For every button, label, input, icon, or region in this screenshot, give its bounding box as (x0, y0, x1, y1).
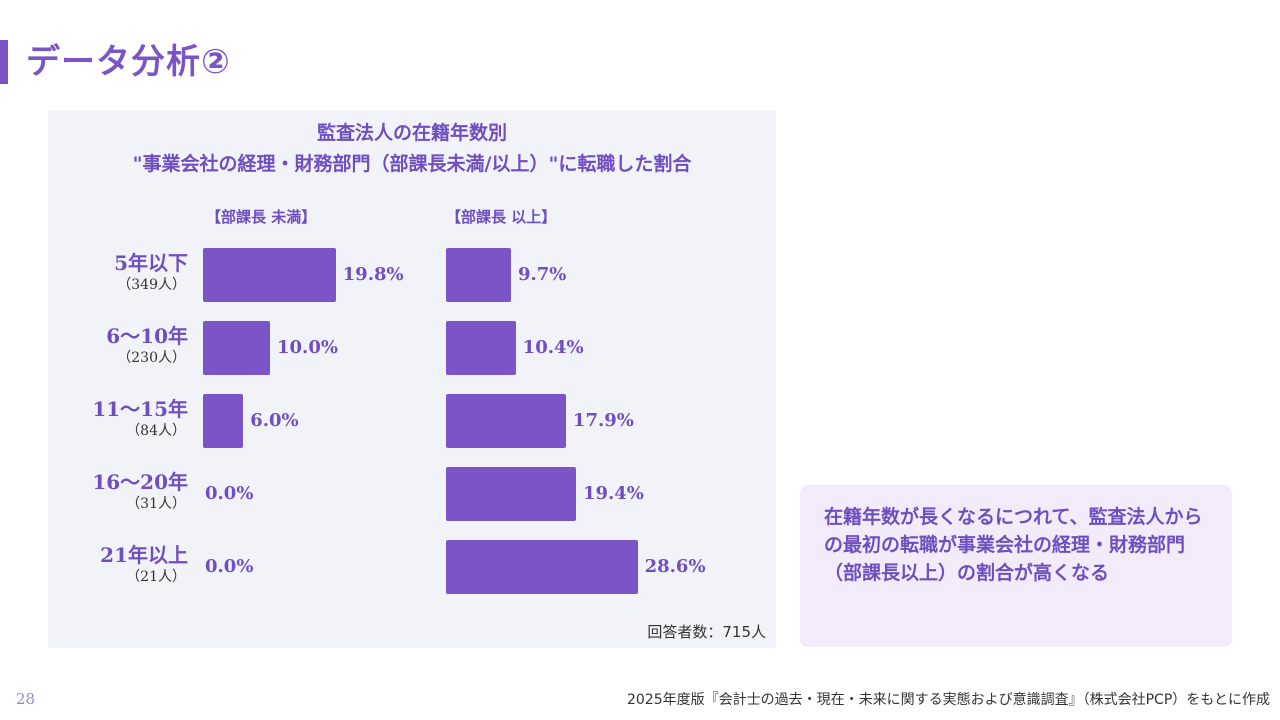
data-label-below-manager-16-20: 0.0% (205, 483, 254, 504)
category-label-11-15: 11〜15年 （84人） (48, 396, 188, 440)
bar-manager-above-5-or-less (446, 248, 511, 302)
category-name: 21年以上 (100, 543, 188, 567)
page-title: データ分析② (26, 42, 231, 82)
data-label-below-manager-5-or-less: 19.8% (342, 264, 404, 285)
series-header-manager-above: 【部課長 以上】 (446, 208, 557, 226)
category-name: 16〜20年 (92, 470, 188, 494)
category-label-6-10: 6〜10年 （230人） (48, 323, 188, 367)
series-header-below-manager: 【部課長 未満】 (206, 208, 317, 226)
respondents-count: 回答者数：715人 (647, 623, 766, 641)
chart-title: 監査法人の在籍年数別 "事業会社の経理・財務部門（部課長未満/以上）"に転職した… (48, 118, 776, 180)
category-count: （230人） (117, 350, 186, 366)
data-label-manager-above-6-10: 10.4% (522, 337, 584, 358)
data-label-manager-above-16-20: 19.4% (582, 483, 644, 504)
category-count: （21人） (126, 569, 186, 585)
data-label-below-manager-11-15: 6.0% (250, 410, 299, 431)
bar-below-manager-6-10 (203, 321, 270, 375)
category-name: 11〜15年 (92, 397, 188, 421)
bar-manager-above-11-15 (446, 394, 566, 448)
data-label-manager-above-5-or-less: 9.7% (517, 264, 567, 285)
category-count: （349人） (117, 277, 186, 293)
chart-panel: 監査法人の在籍年数別 "事業会社の経理・財務部門（部課長未満/以上）"に転職した… (48, 110, 776, 648)
bar-manager-above-21-plus (446, 540, 638, 594)
bar-below-manager-5-or-less (203, 248, 336, 302)
page-number: 28 (16, 690, 36, 708)
category-label-21-plus: 21年以上 （21人） (48, 542, 188, 586)
category-label-16-20: 16〜20年 （31人） (48, 469, 188, 513)
data-label-below-manager-21-plus: 0.0% (205, 556, 254, 577)
category-label-5-or-less: 5年以下 （349人） (48, 250, 188, 294)
category-count: （31人） (126, 496, 186, 512)
title-accent-bar (0, 40, 8, 84)
category-name: 6〜10年 (106, 324, 188, 348)
data-label-manager-above-21-plus: 28.6% (644, 556, 706, 577)
data-label-manager-above-11-15: 17.9% (572, 410, 634, 431)
note-text: 在籍年数が長くなるにつれて、監査法人からの最初の転職が事業会社の経理・財務部門（… (824, 506, 1203, 584)
chart-title-line2: "事業会社の経理・財務部門（部課長未満/以上）"に転職した割合 (132, 153, 692, 175)
bar-manager-above-16-20 (446, 467, 576, 521)
data-label-below-manager-6-10: 10.0% (277, 337, 338, 358)
category-count: （84人） (126, 423, 186, 439)
note-box: 在籍年数が長くなるにつれて、監査法人からの最初の転職が事業会社の経理・財務部門（… (800, 485, 1232, 647)
chart-title-line1: 監査法人の在籍年数別 (316, 122, 507, 144)
category-name: 5年以下 (114, 251, 188, 275)
source-citation: 2025年度版『会計士の過去・現在・未来に関する実態および意識調査』（株式会社P… (626, 692, 1270, 708)
bar-manager-above-6-10 (446, 321, 516, 375)
bar-below-manager-11-15 (203, 394, 244, 448)
